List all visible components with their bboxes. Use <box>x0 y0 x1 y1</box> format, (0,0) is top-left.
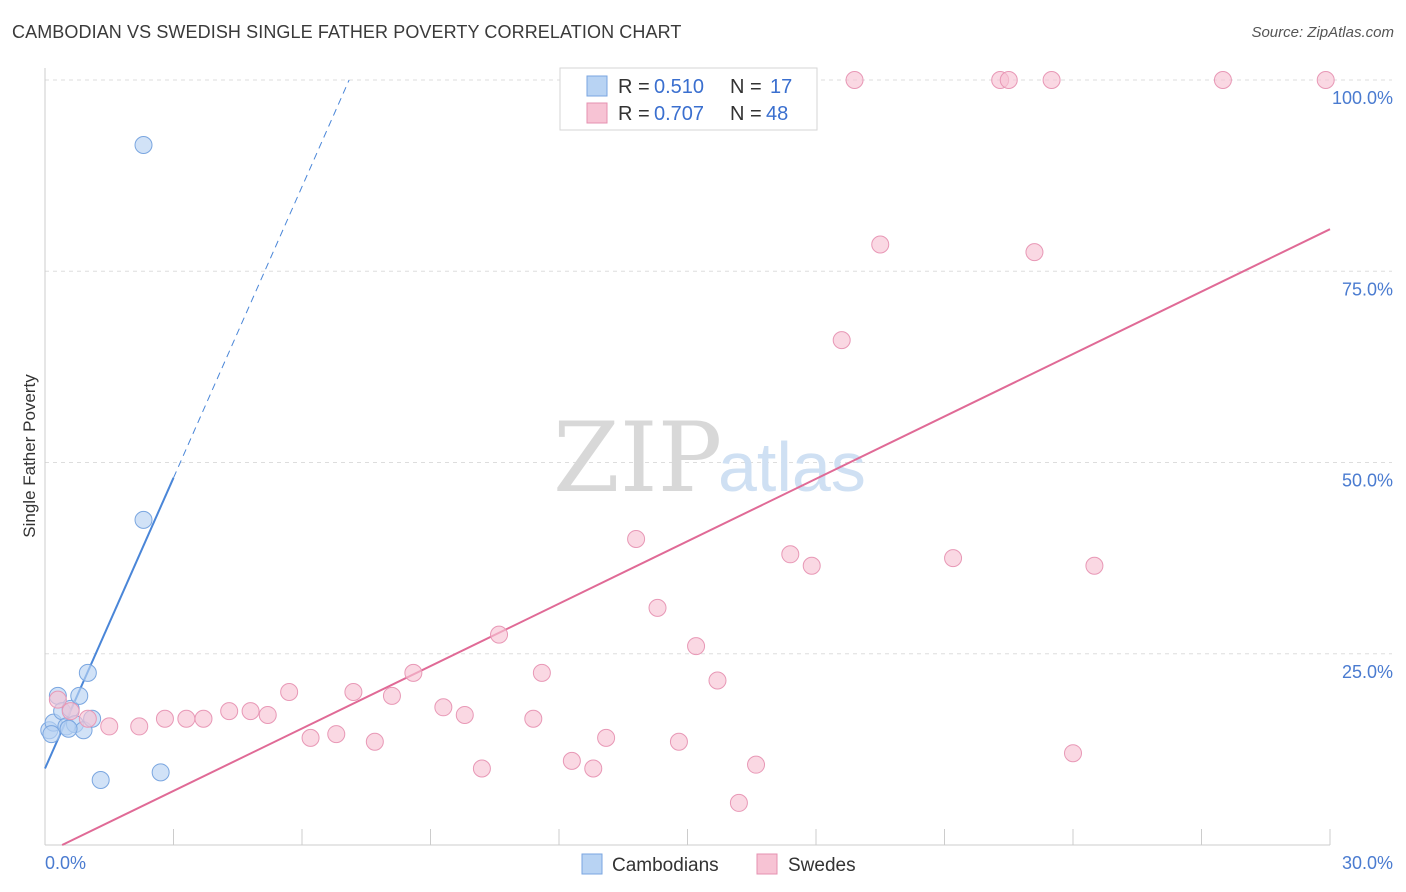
legend-swatch-swedes <box>586 102 608 124</box>
point-swedes <box>944 549 963 568</box>
legend-n-value-swedes: 48 <box>766 103 788 125</box>
point-swedes <box>687 637 706 656</box>
legend-n-label-swedes: N = <box>730 103 762 125</box>
point-swedes <box>155 709 174 728</box>
point-swedes <box>177 709 196 728</box>
point-cambodians <box>134 136 153 155</box>
gridlines <box>45 79 1392 655</box>
legend: R = 0.510 N = 17 R = 0.707 N = 48 <box>559 67 818 131</box>
point-swedes <box>845 71 864 89</box>
point-cambodians <box>70 686 89 705</box>
y-tick-label: 75.0% <box>1342 279 1393 299</box>
point-swedes <box>627 530 646 548</box>
point-cambodians <box>78 663 97 682</box>
watermark-zip: ZIP <box>553 402 722 514</box>
legend-r-label-cambodians: R = <box>618 76 650 98</box>
point-swedes <box>220 702 239 721</box>
point-cambodians <box>59 719 78 738</box>
point-swedes <box>404 663 423 682</box>
legend-r-label-swedes: R = <box>618 103 650 125</box>
point-swedes <box>708 671 727 690</box>
point-swedes <box>78 709 97 728</box>
y-tick-label: 50.0% <box>1342 471 1393 491</box>
point-swedes <box>241 702 260 721</box>
trend-line-extension-cambodians <box>173 79 350 479</box>
point-swedes <box>532 663 551 682</box>
x-axis-ticks <box>44 829 1331 845</box>
y-tick-labels: 100.0% 75.0% 50.0% 25.0% <box>1332 88 1393 682</box>
legend-r-value-cambodians: 0.510 <box>654 76 704 98</box>
point-swedes <box>130 717 149 736</box>
point-swedes <box>781 545 800 564</box>
point-swedes <box>327 725 346 744</box>
point-swedes <box>802 556 821 575</box>
point-swedes <box>524 709 543 728</box>
point-swedes <box>100 717 119 736</box>
point-swedes <box>1042 71 1061 89</box>
point-swedes <box>669 732 688 751</box>
point-swedes <box>48 690 67 709</box>
bottom-legend-cambodians: Cambodians <box>612 855 719 876</box>
point-swedes <box>1316 71 1335 89</box>
point-cambodians <box>134 510 153 529</box>
point-swedes <box>344 683 363 701</box>
point-swedes <box>1085 556 1104 575</box>
point-swedes <box>597 728 616 747</box>
point-swedes <box>258 705 277 724</box>
source-label: Source: ZipAtlas.com <box>1251 24 1394 41</box>
bottom-legend-swatch-cambodians <box>581 853 603 875</box>
point-swedes <box>61 702 80 721</box>
bottom-legend-swatch-swedes <box>756 853 778 875</box>
legend-n-label-cambodians: N = <box>730 76 762 98</box>
point-swedes <box>455 705 474 724</box>
point-swedes <box>648 598 667 617</box>
trend-line-swedes <box>61 228 1331 846</box>
point-swedes <box>1213 71 1232 89</box>
y-tick-label: 25.0% <box>1342 662 1393 682</box>
point-swedes <box>490 625 509 644</box>
point-swedes <box>365 732 384 751</box>
data-points <box>40 71 1335 812</box>
point-swedes <box>280 683 299 701</box>
point-cambodians <box>42 725 61 744</box>
point-cambodians <box>151 763 170 782</box>
point-swedes <box>382 686 401 705</box>
legend-swatch-cambodians <box>586 75 608 97</box>
point-swedes <box>194 709 213 728</box>
point-swedes <box>747 755 766 774</box>
y-axis-label: Single Father Poverty <box>20 374 39 538</box>
point-swedes <box>871 235 890 254</box>
y-tick-label: 100.0% <box>1332 88 1393 108</box>
watermark-atlas: atlas <box>718 428 866 506</box>
point-swedes <box>472 759 491 778</box>
legend-n-value-cambodians: 17 <box>770 76 792 98</box>
x-tick-label-min: 0.0% <box>45 853 86 873</box>
bottom-legend: Cambodians Swedes <box>581 853 856 876</box>
point-cambodians <box>91 770 110 789</box>
x-tick-label-max: 30.0% <box>1342 853 1393 873</box>
point-swedes <box>832 331 851 350</box>
point-swedes <box>584 759 603 778</box>
legend-r-value-swedes: 0.707 <box>654 103 704 125</box>
point-swedes <box>1064 744 1082 763</box>
point-swedes <box>1025 243 1044 262</box>
point-swedes <box>562 751 581 770</box>
point-swedes <box>729 793 748 812</box>
point-swedes <box>301 728 320 747</box>
point-swedes <box>434 698 453 717</box>
bottom-legend-swedes: Swedes <box>788 855 856 876</box>
watermark: ZIP atlas <box>553 402 866 514</box>
chart-title: CAMBODIAN VS SWEDISH SINGLE FATHER POVER… <box>12 22 682 42</box>
point-swedes <box>999 71 1018 89</box>
